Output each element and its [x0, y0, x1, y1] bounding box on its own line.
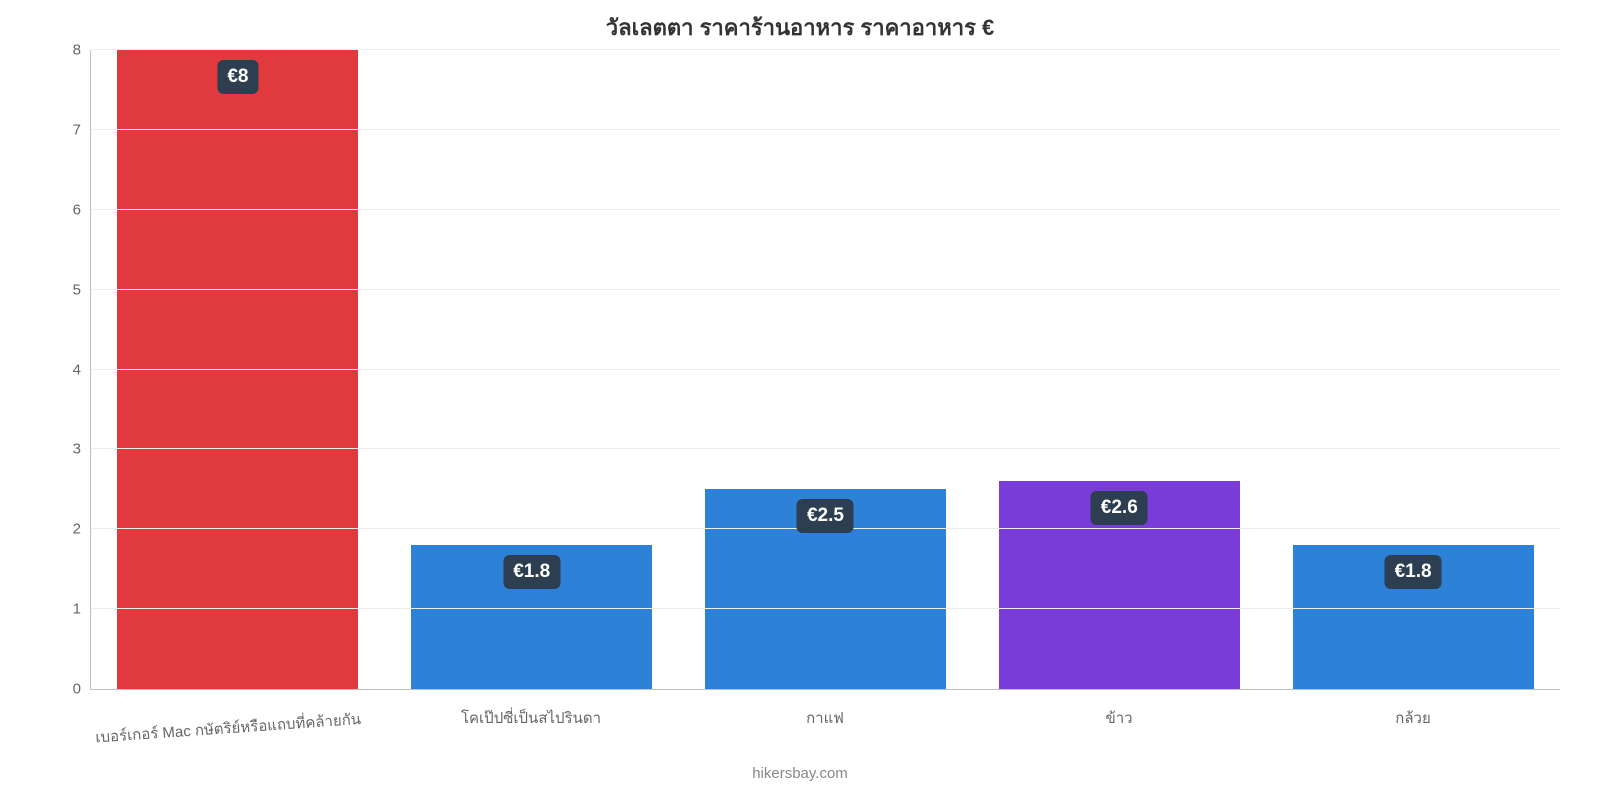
gridline [91, 369, 1560, 370]
ytick-label: 8 [73, 42, 91, 59]
gridline [91, 448, 1560, 449]
bar: €1.8 [411, 545, 652, 689]
gridline [91, 608, 1560, 609]
bar-slot: €2.5 [679, 50, 973, 689]
ytick-label: 5 [73, 281, 91, 298]
bar-value-label: €2.5 [797, 499, 854, 533]
attribution-text: hikersbay.com [0, 765, 1600, 782]
bar: €2.5 [705, 489, 946, 689]
chart-container: วัลเลตตา ราคาร้านอาหาร ราคาอาหาร € €8 €1.… [0, 0, 1600, 800]
bars-row: €8 €1.8 €2.5 €2.6 €1.8 [91, 50, 1560, 689]
gridline [91, 129, 1560, 130]
ytick-label: 7 [73, 121, 91, 138]
ytick-label: 0 [73, 681, 91, 698]
x-axis-labels: เบอร์เกอร์ Mac กษัตริย์หรือแถบที่คล้ายกั… [90, 706, 1560, 730]
plot-wrap: €8€1.8€2.5€2.6€1.8 012345678 [90, 50, 1560, 690]
chart-title: วัลเลตตา ราคาร้านอาหาร ราคาอาหาร € [0, 0, 1600, 45]
plot-area: €8€1.8€2.5€2.6€1.8 012345678 [90, 50, 1560, 690]
ytick-label: 3 [73, 441, 91, 458]
gridline [91, 289, 1560, 290]
xtick-label: เบอร์เกอร์ Mac กษัตริย์หรือแถบที่คล้ายกั… [81, 706, 376, 750]
bar: €1.8 [1293, 545, 1534, 689]
bar-value-label: €2.6 [1091, 491, 1148, 525]
xtick-label: กล้วย [1266, 706, 1560, 730]
xtick-label: กาแฟ [678, 706, 972, 730]
ytick-label: 4 [73, 361, 91, 378]
bar-value-label: €1.8 [1385, 555, 1442, 589]
bar-value-label: €1.8 [503, 555, 560, 589]
ytick-label: 1 [73, 601, 91, 618]
gridline [91, 209, 1560, 210]
gridline [91, 49, 1560, 50]
ytick-label: 2 [73, 521, 91, 538]
bar-value-label: €8 [217, 60, 258, 94]
bar: €2.6 [999, 481, 1240, 689]
bar-slot: €2.6 [972, 50, 1266, 689]
bar-slot: €1.8 [385, 50, 679, 689]
bar: €8 [117, 50, 358, 689]
xtick-label: ข้าว [972, 706, 1266, 730]
ytick-label: 6 [73, 201, 91, 218]
bar-slot: €1.8 [1266, 50, 1560, 689]
xtick-label: โคเป๊ปซี่เป็นสไปรินดา [384, 706, 678, 730]
bar-slot: €8 [91, 50, 385, 689]
